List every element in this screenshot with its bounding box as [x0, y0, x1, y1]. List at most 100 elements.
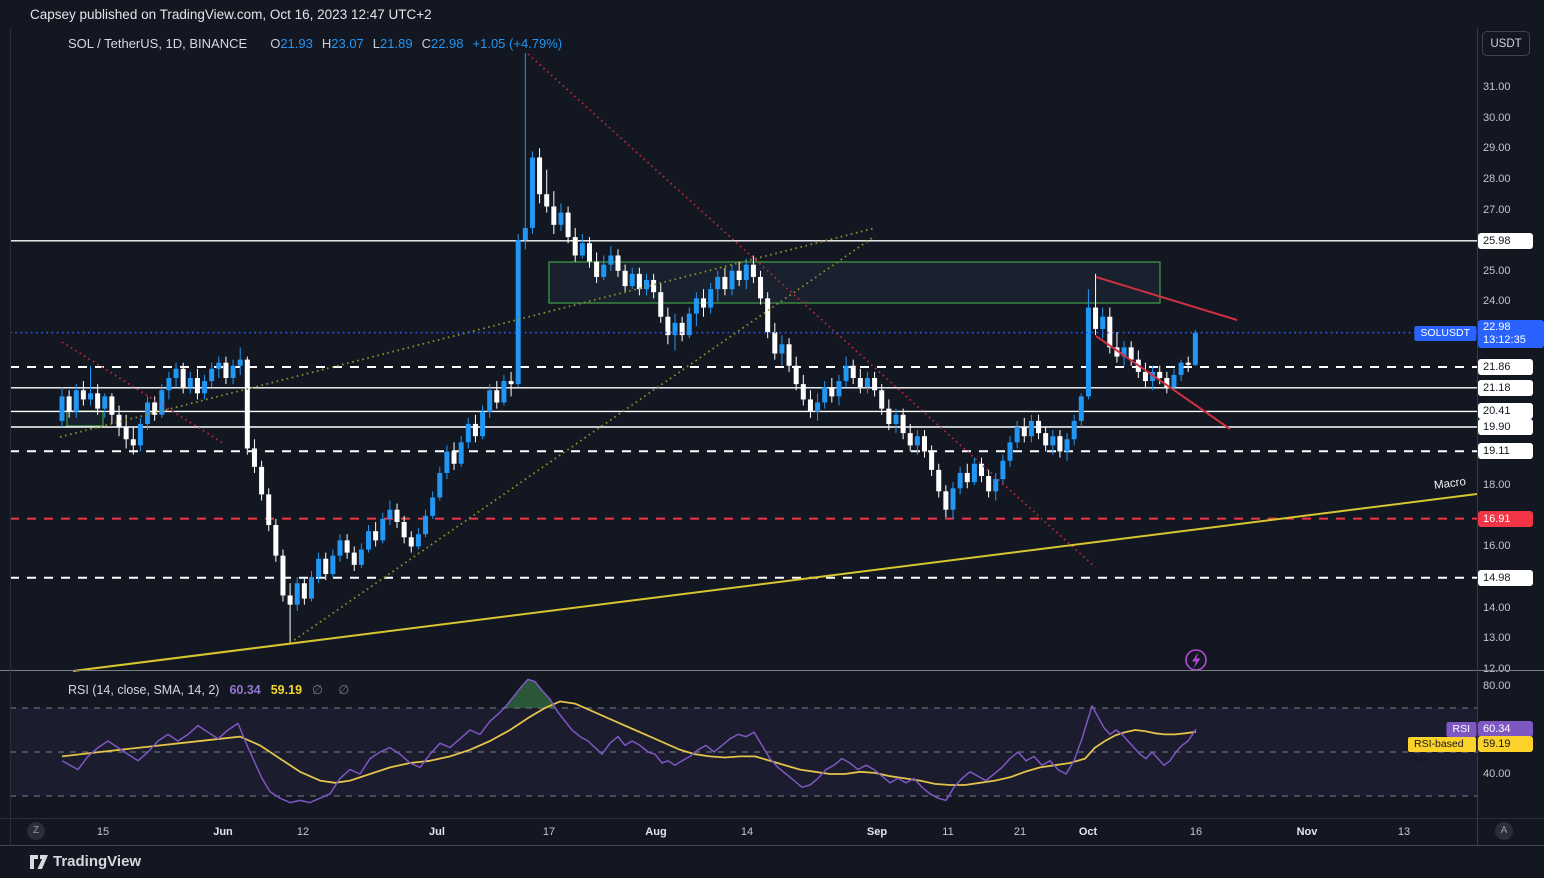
candle-body [579, 243, 585, 256]
candle-body [494, 390, 500, 403]
candle-body [95, 393, 101, 409]
candle-body [658, 292, 664, 317]
candle-body [1121, 347, 1127, 357]
candle-body [864, 378, 870, 388]
candle-body [1164, 378, 1170, 388]
candle-body [1185, 362, 1191, 365]
candle-body [166, 378, 172, 391]
candle-body [743, 264, 749, 280]
candle-body [230, 365, 236, 378]
candle-body [209, 368, 215, 382]
time-tick: Sep [866, 826, 888, 838]
candle-body [601, 264, 607, 277]
candle-body [551, 206, 557, 225]
price-badge: 21.86 [1478, 358, 1533, 375]
candle-body [708, 289, 714, 308]
candle-body [1085, 307, 1091, 397]
candle-body [886, 408, 892, 424]
candle-body [266, 494, 272, 526]
candle-body [779, 344, 785, 354]
candle-body [729, 270, 735, 290]
candle-body [900, 414, 906, 434]
candle-body [800, 384, 806, 400]
candle-body [1050, 436, 1056, 446]
ohlc-close-label: C [421, 36, 431, 51]
price-badge: 21.18 [1478, 379, 1533, 396]
candle-body [793, 365, 799, 385]
time-tick: Jul [429, 826, 445, 838]
price-tick: 24.00 [1483, 295, 1511, 308]
time-tick: 14 [740, 826, 754, 838]
rsi-line [61, 678, 1197, 804]
candle-body [123, 427, 129, 440]
tradingview-brand-text[interactable]: TradingView [53, 853, 142, 870]
candle-body [544, 194, 550, 207]
candle-body [458, 442, 464, 464]
time-tick: 11 [942, 826, 954, 838]
candle-body [622, 270, 628, 287]
candle-body [351, 552, 357, 565]
candle-body [259, 466, 265, 495]
rsi-legend[interactable]: RSI (14, close, SMA, 14, 2) 60.34 59.19 ∅ ∅ [68, 682, 355, 697]
currency-toggle-usdt[interactable]: USDT [1482, 31, 1530, 56]
time-tick: Jun [213, 826, 233, 838]
symbol-legend[interactable]: SOL / TetherUS, 1D, BINANCE O21.93 H23.07 L… [68, 36, 562, 51]
candle-body [1142, 371, 1148, 382]
trendline [527, 53, 1096, 568]
candle-body [629, 273, 635, 287]
candle-body [180, 368, 186, 388]
candle-body [1028, 420, 1034, 437]
time-axis-divider [0, 818, 1544, 819]
trendline [1095, 335, 1231, 430]
candle-body [152, 402, 158, 415]
symbol-title[interactable]: SOL / TetherUS, 1D, BINANCE [68, 36, 248, 51]
ohlc-low-value: 21.89 [380, 36, 413, 51]
price-tick: 29.00 [1483, 142, 1511, 155]
candle-body [380, 518, 386, 541]
tradingview-logo-icon[interactable] [30, 854, 49, 870]
candle-body [59, 396, 65, 421]
price-badge: 22.98 13:12:35 [1478, 319, 1544, 348]
candle-body [323, 558, 329, 575]
candle-body [472, 423, 478, 437]
price-tick: 27.00 [1483, 203, 1511, 216]
candle-body [337, 540, 343, 556]
timezone-button[interactable]: Z [27, 822, 45, 840]
candle-body [251, 448, 257, 467]
bar-countdown: 13:12:35 [1483, 333, 1526, 346]
rsi-badge: 60.34 [1478, 721, 1533, 737]
rsi-ma-value: 59.19 [270, 683, 303, 697]
price-tick: 13.00 [1483, 632, 1511, 645]
pane-left-border [10, 28, 11, 845]
auto-scale-button[interactable]: A [1495, 822, 1513, 840]
candle-body [1178, 362, 1184, 375]
candle-body [237, 359, 243, 366]
candle-body [872, 378, 878, 391]
candle-body [501, 381, 507, 403]
candle-body [508, 381, 514, 385]
candle-body [273, 525, 279, 556]
time-tick: 21 [1013, 826, 1027, 838]
candle-body [223, 362, 229, 378]
candle-body [137, 423, 143, 446]
pane-divider[interactable] [0, 670, 1544, 671]
ohlc-high-label: H [321, 36, 332, 51]
candle-body [565, 212, 571, 238]
candle-body [1128, 347, 1134, 360]
candle-body [216, 362, 222, 369]
price-axis-border[interactable] [1477, 28, 1478, 845]
candle-body [815, 402, 821, 412]
candle-body [950, 488, 956, 510]
candle-body [159, 390, 165, 415]
candle-body [971, 463, 977, 483]
rsi-tick: 80.00 [1483, 680, 1511, 692]
footer: TradingView [0, 845, 1544, 878]
time-tick: 12 [296, 826, 310, 838]
time-tick: 13 [1397, 826, 1411, 838]
candle-body [686, 313, 692, 336]
price-tick: 14.00 [1483, 601, 1511, 614]
candle-body [1192, 332, 1198, 365]
